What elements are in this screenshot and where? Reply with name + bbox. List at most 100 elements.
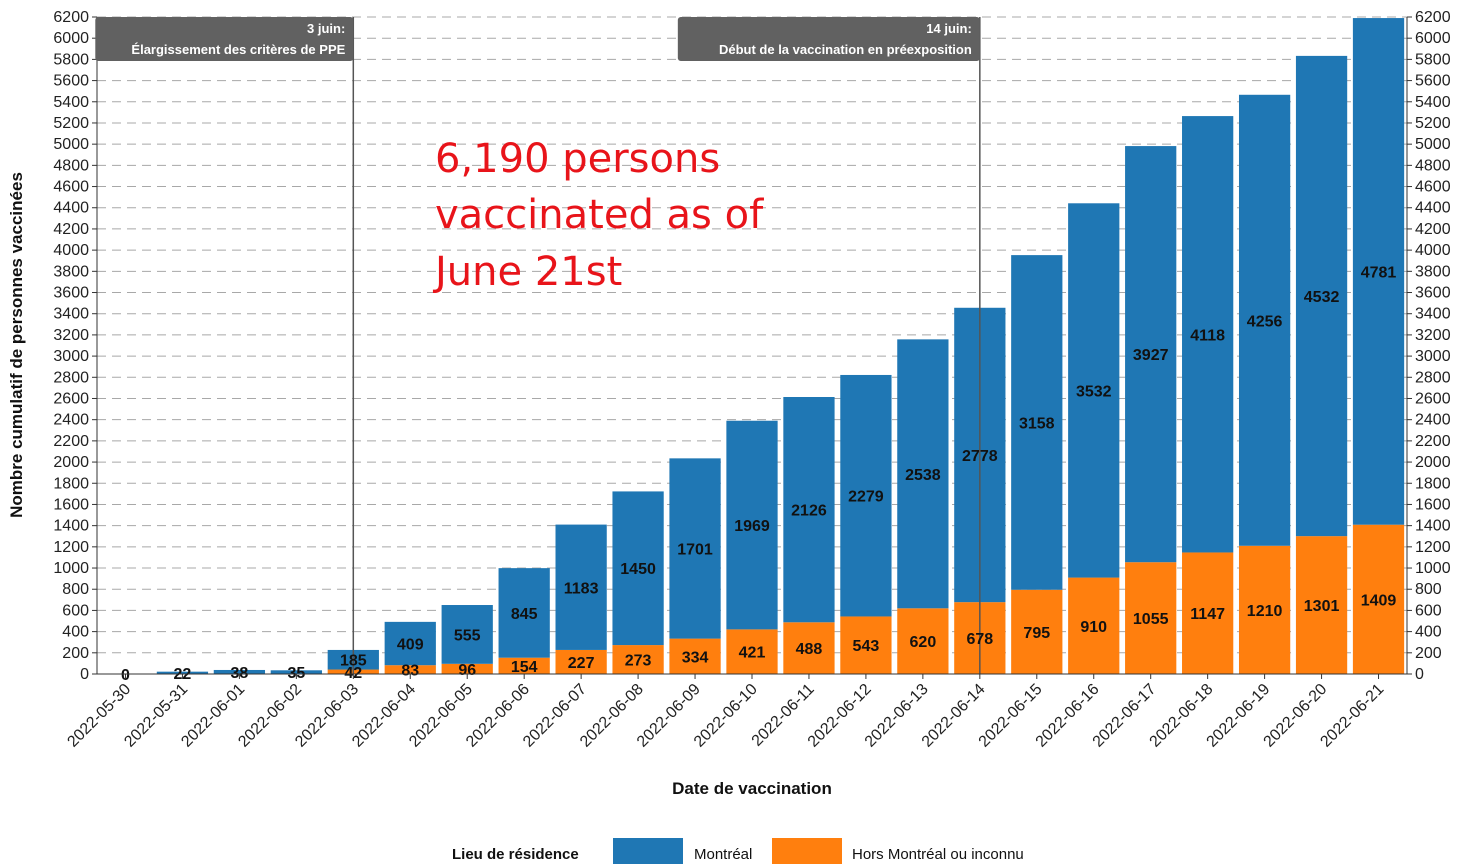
bar-label-montreal: 2778 (962, 448, 998, 465)
bar-hors-montreal (384, 665, 436, 674)
bar-label-hors-montreal: 678 (966, 631, 993, 648)
bar-label-hors-montreal: 273 (625, 653, 652, 670)
y-tick-label-right: 0 (1415, 666, 1424, 683)
y-tick-label-right: 3000 (1415, 348, 1451, 365)
y-tick-label: 800 (62, 581, 89, 598)
y-tick-label: 2600 (53, 390, 89, 407)
bar-label-montreal: 2538 (905, 467, 941, 484)
y-tick-label: 600 (62, 602, 89, 619)
bar-hors-montreal (669, 638, 721, 674)
y-tick-label-right: 4000 (1415, 242, 1451, 259)
y-tick-label-right: 1400 (1415, 518, 1451, 535)
bar-hors-montreal (1011, 589, 1063, 674)
bar-label-montreal: 38 (230, 665, 248, 682)
bar-label-hors-montreal: 1210 (1247, 603, 1283, 620)
bar-montreal (1295, 55, 1348, 537)
bar-label-montreal: 555 (454, 627, 481, 644)
annotation-date: 3 juin: (307, 21, 345, 36)
y-tick-label: 2200 (53, 433, 89, 450)
bar-montreal (213, 669, 266, 674)
y-tick-label-right: 4200 (1415, 221, 1451, 238)
y-tick-label: 4800 (53, 157, 89, 174)
y-tick-label-right: 4400 (1415, 200, 1451, 217)
y-tick-label-right: 3800 (1415, 263, 1451, 280)
y-tick-label: 5200 (53, 115, 89, 132)
y-tick-label: 2800 (53, 369, 89, 386)
y-tick-label: 5800 (53, 51, 89, 68)
annotation-description: Élargissement des critères de PPE (131, 42, 345, 57)
bar-label-hors-montreal: 154 (511, 659, 538, 676)
bar-label-hors-montreal: 543 (853, 638, 880, 655)
bar-montreal (840, 374, 892, 617)
bar-label-montreal: 4256 (1247, 313, 1283, 330)
event-annotation: 3 juin: Élargissement des critères de PPE (95, 17, 354, 61)
bar-label-montreal: 3532 (1076, 383, 1112, 400)
y-tick-label: 2400 (53, 412, 89, 429)
y-tick-label-right: 2800 (1415, 369, 1451, 386)
bar-montreal (498, 568, 550, 658)
y-tick-label: 3800 (53, 263, 89, 280)
y-tick-label-right: 3600 (1415, 285, 1451, 302)
y-tick-label-right: 5800 (1415, 51, 1451, 68)
bar-label-montreal: 3158 (1019, 415, 1055, 432)
legend: Lieu de résidence Montréal Hors Montréal… (452, 838, 1024, 864)
y-tick-label: 1200 (53, 539, 89, 556)
annotation-description: Début de la vaccination en préexposition (719, 42, 972, 57)
overlay-callout: 6,190 persons vaccinated as of June 21st (432, 136, 764, 295)
bar-label-hors-montreal: 83 (401, 663, 419, 680)
y-tick-label-right: 1600 (1415, 496, 1451, 513)
y-tick-label: 3000 (53, 348, 89, 365)
bar-hors-montreal (1238, 545, 1291, 674)
bar-label-hors-montreal: 795 (1023, 625, 1050, 642)
y-tick-label-right: 5200 (1415, 115, 1451, 132)
legend-title: Lieu de résidence (452, 846, 579, 863)
bar-montreal (441, 605, 493, 664)
bar-montreal (1068, 203, 1120, 578)
bar-montreal (555, 524, 607, 650)
y-tick-label: 1000 (53, 560, 89, 577)
y-tick-label-right: 2600 (1415, 390, 1451, 407)
y-tick-label-right: 1800 (1415, 475, 1451, 492)
bar-label-montreal: 4781 (1361, 264, 1397, 281)
y-tick-label: 3600 (53, 285, 89, 302)
y-axis-title: Nombre cumulatif de personnes vaccinées (7, 172, 26, 518)
y-tick-label: 4600 (53, 179, 89, 196)
bar-label-hors-montreal: 620 (910, 634, 937, 651)
bar-hors-montreal (441, 663, 493, 674)
bar-label-hors-montreal: 1409 (1361, 592, 1397, 609)
event-lines (352, 17, 981, 674)
event-annotations: 3 juin: Élargissement des critères de PPE… (95, 17, 980, 61)
bar-label-montreal: 2279 (848, 489, 884, 506)
y-tick-label: 5600 (53, 73, 89, 90)
y-tick-label: 0 (80, 666, 89, 683)
bar-montreal (1011, 255, 1063, 590)
y-tick-label-right: 3400 (1415, 306, 1451, 323)
bar-montreal (1125, 146, 1177, 563)
bar-montreal (270, 670, 322, 674)
bar-label-montreal: 185 (340, 653, 367, 670)
bar-label-hors-montreal: 96 (458, 662, 476, 679)
y-tick-label-right: 5400 (1415, 94, 1451, 111)
y-tick-label: 1400 (53, 518, 89, 535)
bar-hors-montreal (1125, 562, 1177, 674)
bar-label-hors-montreal: 227 (568, 655, 595, 672)
bar-hors-montreal (783, 622, 835, 674)
bar-montreal (669, 458, 721, 639)
legend-label-hors-montreal: Hors Montréal ou inconnu (852, 846, 1024, 863)
bar-label-hors-montreal: 1147 (1190, 606, 1225, 623)
bar-hors-montreal (498, 657, 550, 674)
y-tick-label-right: 800 (1415, 581, 1442, 598)
bar-labels: 0223835421858340996555154845227118327314… (121, 264, 1396, 684)
x-axis-title: Date de vaccination (672, 779, 832, 798)
bar-montreal (1352, 18, 1405, 525)
bar-label-montreal: 1183 (564, 580, 599, 597)
bar-label-hors-montreal: 334 (682, 649, 709, 666)
bar-label-hors-montreal: 910 (1080, 619, 1107, 636)
y-tick-label: 6200 (53, 9, 89, 26)
annotation-box (95, 17, 354, 61)
bar-montreal (726, 420, 778, 630)
bar-label-montreal: 4532 (1304, 289, 1340, 306)
bar-montreal (156, 671, 209, 674)
y-tick-label: 5000 (53, 136, 89, 153)
